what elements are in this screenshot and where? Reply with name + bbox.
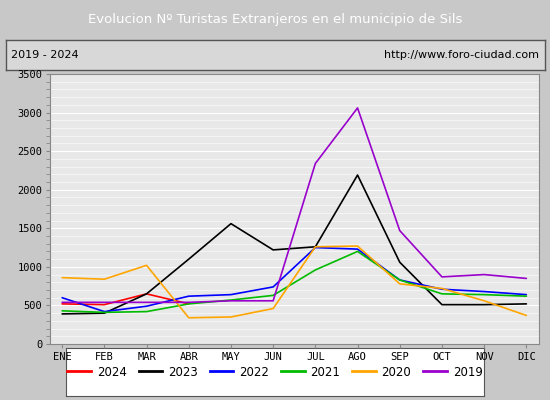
Legend: 2024, 2023, 2022, 2021, 2020, 2019: 2024, 2023, 2022, 2021, 2020, 2019 [63, 361, 487, 383]
Text: 2019 - 2024: 2019 - 2024 [11, 50, 79, 60]
Text: http://www.foro-ciudad.com: http://www.foro-ciudad.com [384, 50, 539, 60]
Text: Evolucion Nº Turistas Extranjeros en el municipio de Sils: Evolucion Nº Turistas Extranjeros en el … [88, 14, 462, 26]
